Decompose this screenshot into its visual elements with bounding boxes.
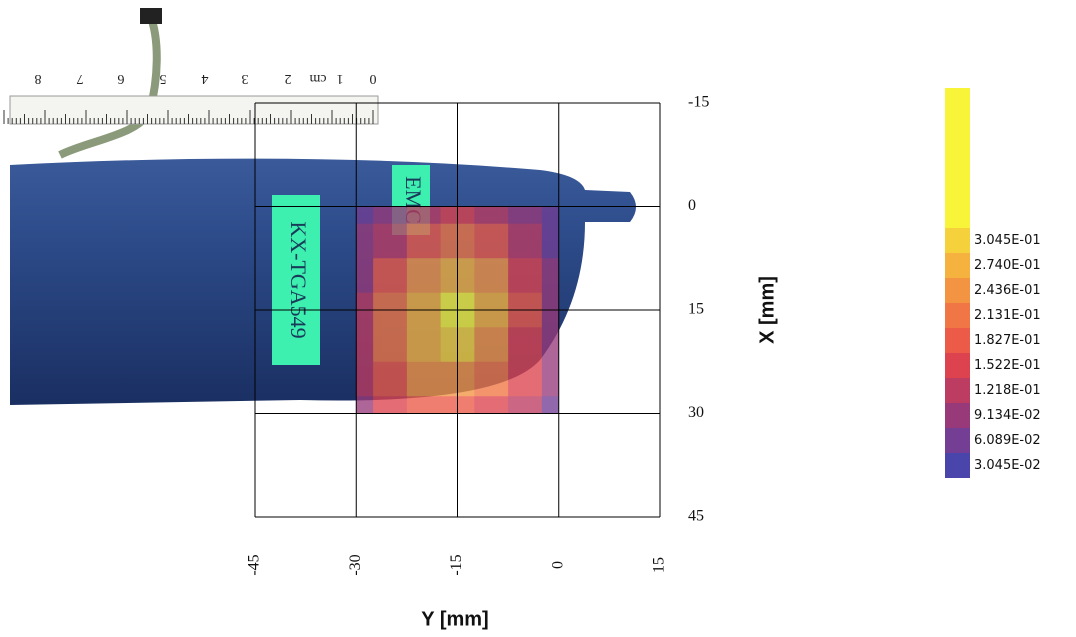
colorbar-swatch bbox=[945, 88, 970, 228]
colorbar-swatch bbox=[945, 403, 970, 428]
ruler-label: 4 bbox=[202, 71, 209, 86]
ruler-label: 3 bbox=[242, 71, 249, 86]
ruler bbox=[9, 95, 379, 125]
colorbar-label: 1.218E-01 bbox=[974, 383, 1041, 398]
colorbar-label: 2.131E-01 bbox=[974, 308, 1041, 323]
y-tick-label: 15 bbox=[688, 301, 704, 318]
heat-cell bbox=[406, 223, 442, 259]
heat-cell bbox=[356, 361, 374, 397]
colorbar-label: 3.045E-01 bbox=[974, 233, 1041, 248]
heat-cell bbox=[356, 258, 374, 294]
colorbar-label: 6.089E-02 bbox=[974, 433, 1041, 448]
ruler-ticks: 0 1 2 3 4 5 6 7 8 cm bbox=[3, 71, 377, 124]
heat-cell bbox=[541, 258, 559, 294]
ruler-label: 2 bbox=[285, 71, 292, 86]
heat-cell bbox=[373, 206, 408, 225]
heat-cell bbox=[406, 396, 442, 414]
colorbar-label: 1.827E-01 bbox=[974, 333, 1041, 348]
heat-cell bbox=[356, 396, 374, 414]
x-tick-label: 0 bbox=[549, 561, 566, 569]
handset-label: KX-TGA549 bbox=[286, 221, 311, 338]
heat-cell bbox=[474, 206, 509, 225]
colorbar-swatch bbox=[945, 378, 970, 403]
heat-cell bbox=[406, 258, 442, 294]
heat-cell bbox=[474, 361, 509, 397]
colorbar-label: 2.436E-01 bbox=[974, 283, 1041, 298]
colorbar-swatch bbox=[945, 353, 970, 378]
colorbar-swatch bbox=[945, 228, 970, 253]
ruler-label: 7 bbox=[77, 71, 84, 86]
heat-cell bbox=[356, 327, 374, 363]
heat-cell bbox=[474, 327, 509, 363]
y-tick-label: 30 bbox=[688, 404, 704, 421]
cable-plug bbox=[140, 8, 162, 24]
ruler-label: 5 bbox=[160, 71, 167, 86]
x-tick-label: -30 bbox=[347, 554, 364, 575]
heat-cell bbox=[406, 361, 442, 397]
heat-cell bbox=[541, 361, 559, 397]
label-sticker bbox=[272, 195, 320, 365]
heat-cell bbox=[373, 223, 408, 259]
ruler-label: 0 bbox=[370, 71, 377, 86]
heat-cell bbox=[541, 396, 559, 414]
heat-cell bbox=[508, 361, 543, 397]
heat-cell bbox=[356, 206, 374, 225]
heat-cell bbox=[474, 258, 509, 294]
y-tick-label: 45 bbox=[688, 508, 704, 525]
ruler-label: 6 bbox=[118, 71, 125, 86]
heat-cell bbox=[508, 396, 543, 414]
x-tick-label: -45 bbox=[246, 554, 263, 575]
y-tick-label: 0 bbox=[688, 197, 696, 214]
heat-cell bbox=[508, 258, 543, 294]
heat-cell bbox=[373, 361, 408, 397]
x-tick-label: -15 bbox=[448, 554, 465, 575]
heat-cell bbox=[541, 223, 559, 259]
y-axis-label: X [mm] bbox=[756, 276, 778, 344]
heat-cell bbox=[474, 223, 509, 259]
heat-cell bbox=[373, 327, 408, 363]
colorbar-label: 2.740E-01 bbox=[974, 258, 1041, 273]
colorbar-swatch bbox=[945, 303, 970, 328]
heat-cell bbox=[541, 327, 559, 363]
colorbar-label: 3.045E-02 bbox=[974, 458, 1041, 473]
ruler-label: 1 bbox=[337, 71, 344, 86]
colorbar-swatch bbox=[945, 453, 970, 478]
heat-cell bbox=[406, 206, 442, 225]
ruler-unit: cm bbox=[309, 71, 326, 86]
heat-cell bbox=[373, 396, 408, 414]
cable bbox=[58, 13, 161, 159]
heat-cell bbox=[474, 396, 509, 414]
colorbar-label: 1.522E-01 bbox=[974, 358, 1041, 373]
ruler-label: 8 bbox=[35, 71, 42, 86]
x-tick-label: 15 bbox=[651, 557, 668, 573]
heat-cell bbox=[406, 327, 442, 363]
x-axis-label: Y [mm] bbox=[421, 608, 488, 630]
colorbar-swatch bbox=[945, 428, 970, 453]
heat-cell bbox=[508, 223, 543, 259]
heat-cell bbox=[356, 223, 374, 259]
heat-cell bbox=[373, 258, 408, 294]
colorbar-swatch bbox=[945, 328, 970, 353]
y-tick-label: -15 bbox=[688, 94, 709, 111]
heat-cell bbox=[508, 327, 543, 363]
colorbar-swatch bbox=[945, 253, 970, 278]
colorbar-swatch bbox=[945, 278, 970, 303]
colorbar-label: 9.134E-02 bbox=[974, 408, 1041, 423]
heat-cell bbox=[541, 206, 559, 225]
heat-cell bbox=[508, 206, 543, 225]
